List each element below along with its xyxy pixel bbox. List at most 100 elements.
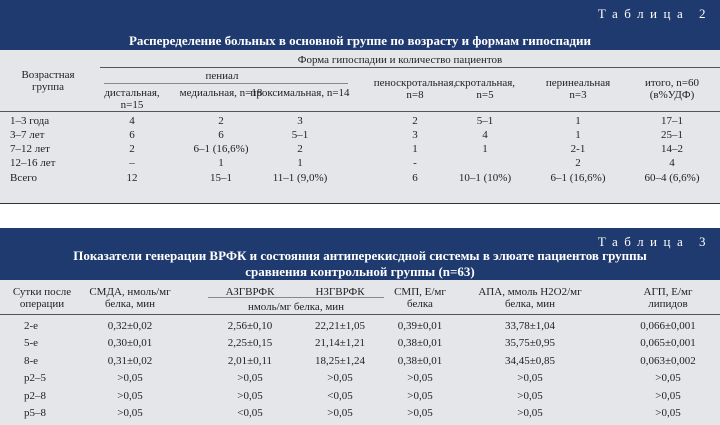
table-cell: <0,05 <box>327 389 353 402</box>
table-cell: 22,21±1,05 <box>314 320 366 332</box>
col-header: итого, n=60 (в%УДФ) <box>645 77 699 101</box>
table-cell: <0,05 <box>237 407 263 419</box>
table-cell: 0,066±0,001 <box>640 320 696 332</box>
table-cell: 18,25±1,24 <box>314 354 366 367</box>
table-cell: >0,05 <box>117 372 143 385</box>
table-cell: >0,05 <box>517 372 543 385</box>
table-cell: 0,063±0,002 <box>640 354 696 367</box>
table-cell: 2 <box>129 143 135 155</box>
shared-unit: нмоль/мг белка, мин <box>247 301 345 313</box>
table-cell: 15–1 <box>210 172 232 184</box>
table-cell: 4 <box>129 115 135 127</box>
table-cell: 2 <box>297 143 303 155</box>
table-cell: 6 <box>412 172 418 184</box>
row-age: 3–7 лет <box>10 129 45 141</box>
table-cell: 14–2 <box>661 143 683 155</box>
table-3-header: Таблица 3 Показатели генерации ВРФК и со… <box>0 228 720 280</box>
col-header: медиальная, n=18 <box>179 87 263 99</box>
table-2: Таблица 2 Распеределение больных в основ… <box>0 0 720 204</box>
table-cell: 0,31±0,02 <box>107 354 153 367</box>
table-cell: >0,05 <box>655 372 681 385</box>
table-cell: 0,38±0,01 <box>397 354 443 367</box>
col-header: проксимальная, n=14 <box>250 87 350 99</box>
row-label: p5–8 <box>24 407 46 419</box>
table-cell: 25–1 <box>661 129 683 141</box>
table-cell: 2 <box>575 157 581 169</box>
row-label: 2-е <box>24 320 39 332</box>
table-cell: 21,14±1,21 <box>314 337 366 350</box>
col-header: пеноскротальная, n=8 <box>373 77 457 101</box>
table-cell: 6 <box>129 129 135 141</box>
table-cell: >0,05 <box>327 372 353 385</box>
table-cell: 0,39±0,01 <box>397 320 443 332</box>
table-3: Таблица 3 Показатели генерации ВРФК и со… <box>0 228 720 425</box>
table-cell: 33,78±1,04 <box>504 320 556 332</box>
col-header: АПА, ммоль H2O2/мг белка, мин <box>478 286 582 310</box>
table-cell: >0,05 <box>117 407 143 419</box>
table-cell: 4 <box>482 129 488 141</box>
table-cell: 3 <box>297 115 303 127</box>
table-caption-line1: Показатели генерации ВРФК и состояния ан… <box>73 248 647 263</box>
table-2-header: Таблица 2 Распеределение больных в основ… <box>0 0 720 50</box>
row-age: 12–16 лет <box>10 157 56 169</box>
table-cell: >0,05 <box>237 372 263 385</box>
table-cell: 2,25±0,15 <box>227 337 273 350</box>
table-cell: 3 <box>412 129 418 141</box>
col-header: дистальная, n=15 <box>104 87 160 111</box>
table-cell: >0,05 <box>517 407 543 419</box>
table-cell: – <box>129 157 135 169</box>
table-cell: 0,065±0,001 <box>640 337 696 350</box>
table-cell: 0,38±0,01 <box>397 337 443 350</box>
table-cell: 12 <box>126 172 138 184</box>
table-cell: 6–1 (16,6%) <box>193 143 249 155</box>
col-age-header: Возрастная группа <box>21 69 75 93</box>
col-header: НЗГВРФК <box>315 286 365 298</box>
table-cell: >0,05 <box>655 389 681 402</box>
table-cell: 2-1 <box>570 143 586 155</box>
table-cell: 5–1 <box>291 129 309 141</box>
table-number: Таблица 2 <box>597 6 712 21</box>
table-cell: >0,05 <box>327 407 353 419</box>
table-cell: 2,56±0,10 <box>227 320 273 332</box>
table-cell: 1 <box>482 143 488 155</box>
group-header: Форма гипоспадии и количество пациентов <box>297 54 503 66</box>
table-cell: >0,05 <box>407 389 433 402</box>
table-number: Таблица 3 <box>597 234 712 249</box>
col-header: СМП, Е/мг белка <box>394 286 446 310</box>
penial-header: пениал <box>205 70 239 82</box>
table-cell: 1 <box>412 143 418 155</box>
table-cell: 0,32±0,02 <box>107 320 153 332</box>
table-cell: 17–1 <box>661 115 683 127</box>
table-cell: 1 <box>575 129 581 141</box>
col-header: Сутки после операции <box>12 286 72 310</box>
table-cell: 34,45±0,85 <box>504 354 556 367</box>
row-age: 1–3 года <box>10 115 50 127</box>
table-cell: 1 <box>575 115 581 127</box>
table-cell: >0,05 <box>655 407 681 419</box>
table-cell: 2 <box>412 115 418 127</box>
table-cell: 2,01±0,11 <box>227 354 273 367</box>
row-age: 7–12 лет <box>10 143 50 155</box>
table-cell: 5–1 <box>476 115 494 127</box>
col-header: скротальная, n=5 <box>454 77 516 101</box>
col-header: перинеальная n=3 <box>545 77 611 101</box>
table-cell: >0,05 <box>407 372 433 385</box>
table-cell: 10–1 (10%) <box>458 172 512 184</box>
col-header: АЗГВРФК <box>225 286 275 298</box>
row-label: p2–5 <box>24 372 46 385</box>
row-label: p2–8 <box>24 389 46 402</box>
row-label: 8-е <box>24 354 39 367</box>
table-caption: Распеределение больных в основной группе… <box>128 33 592 48</box>
table-cell: >0,05 <box>407 407 433 419</box>
row-label: 5-е <box>24 337 39 350</box>
table-cell: >0,05 <box>517 389 543 402</box>
col-header: АГП, Е/мг липидов <box>643 286 693 310</box>
row-age: Всего <box>10 172 37 184</box>
table-cell: 11–1 (9,0%) <box>272 172 328 184</box>
table-cell: 6 <box>218 129 224 141</box>
table-cell: >0,05 <box>117 389 143 402</box>
table-cell: 1 <box>297 157 303 169</box>
table-cell: 0,30±0,01 <box>107 337 153 350</box>
table-cell: 4 <box>669 157 675 169</box>
table-cell: 60–4 (6,6%) <box>644 172 700 184</box>
